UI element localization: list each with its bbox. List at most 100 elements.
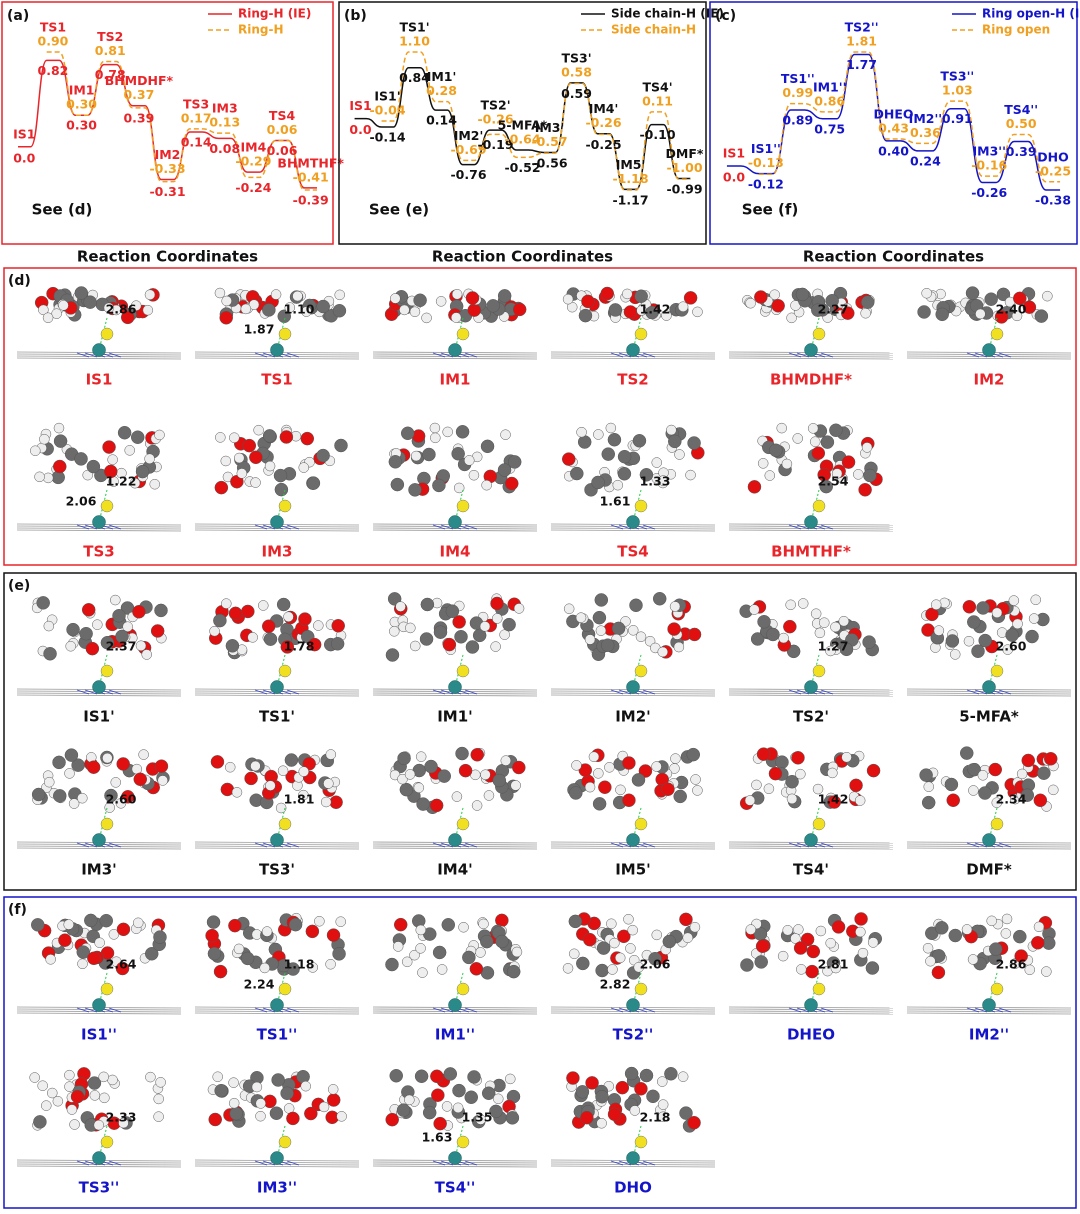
atom — [30, 445, 41, 456]
h-atom — [456, 664, 470, 678]
atom — [563, 603, 575, 615]
atom — [674, 449, 685, 460]
atom — [1013, 291, 1027, 306]
atom — [931, 965, 946, 980]
surface-n — [796, 689, 810, 695]
atom — [622, 756, 636, 770]
atom — [435, 296, 447, 307]
atom — [596, 1118, 607, 1129]
structure-label: TS2' — [793, 708, 829, 726]
alt-value: -1.00 — [666, 160, 702, 175]
surface-n — [642, 352, 656, 358]
atom — [1037, 766, 1051, 780]
ie-value: 0.06 — [267, 143, 298, 158]
atom — [395, 601, 406, 612]
atom — [64, 1069, 75, 1081]
surface-n — [254, 1007, 268, 1013]
distance-label: 1.87 — [244, 322, 275, 337]
atom — [775, 755, 789, 769]
surface-n — [610, 689, 624, 695]
state-name: TS2'' — [845, 20, 879, 35]
atom — [757, 458, 769, 469]
atom — [1033, 921, 1045, 933]
surface-n — [642, 1007, 656, 1013]
structure-label: 5-MFA* — [959, 708, 1019, 726]
surface-n — [440, 524, 454, 530]
atom — [31, 918, 45, 932]
ie-value: 0.89 — [782, 112, 813, 127]
ie-profile — [726, 53, 1061, 191]
atom — [1025, 629, 1039, 644]
atom — [807, 423, 819, 434]
atom — [83, 295, 97, 309]
atom — [786, 793, 798, 805]
atom — [946, 793, 960, 808]
metal-atom — [270, 515, 284, 529]
atom — [785, 774, 799, 789]
state-name: BHMTHF* — [277, 155, 344, 170]
surface-n — [974, 1007, 988, 1013]
atom — [416, 797, 430, 811]
atom — [240, 303, 252, 315]
atom — [607, 432, 622, 447]
atom — [155, 1077, 166, 1088]
atom — [978, 786, 992, 800]
atom — [326, 928, 341, 942]
atom — [747, 480, 762, 494]
atom — [470, 748, 484, 762]
atom — [795, 768, 806, 780]
atom — [124, 445, 135, 456]
atom — [271, 1073, 285, 1087]
atom — [994, 310, 1009, 324]
surface-n — [76, 524, 90, 530]
atom — [605, 422, 617, 434]
atom — [857, 947, 869, 959]
atom — [607, 1107, 622, 1122]
atom — [783, 619, 797, 634]
panel-frame — [3, 572, 1077, 891]
atom — [662, 934, 677, 949]
atom — [215, 432, 226, 443]
atom — [495, 934, 509, 949]
surface — [728, 694, 894, 697]
surface-n — [84, 1007, 98, 1013]
panel-frame — [1, 1, 334, 245]
alt-value: -0.04 — [369, 103, 405, 118]
atom — [102, 440, 116, 454]
alt-value: 0.11 — [642, 93, 673, 108]
atom — [454, 630, 468, 644]
atom — [478, 918, 489, 930]
atom — [611, 621, 626, 636]
alt-value: 0.58 — [561, 64, 592, 79]
h-atom — [812, 499, 826, 513]
surface-n — [262, 842, 276, 848]
atom — [288, 917, 303, 932]
alt-value: -0.33 — [149, 161, 185, 176]
atom — [154, 759, 169, 773]
surface-n — [286, 524, 300, 530]
structure-label: DMF* — [966, 861, 1012, 879]
ie-value: -1.17 — [612, 193, 648, 208]
atom — [102, 752, 113, 764]
atom — [103, 302, 115, 314]
atom — [452, 615, 466, 629]
atom — [796, 964, 807, 975]
atom — [917, 305, 931, 319]
alt-value: 0.86 — [814, 93, 845, 108]
atom — [1030, 594, 1041, 606]
metal-atom — [982, 343, 996, 357]
atom — [754, 955, 768, 969]
ie-value: -0.10 — [639, 127, 675, 142]
distance-label: 1.18 — [284, 957, 315, 972]
atom — [465, 640, 480, 654]
atom — [318, 1101, 330, 1113]
structure — [16, 1067, 182, 1168]
surface-n — [464, 689, 478, 695]
atom — [107, 454, 118, 465]
h-atom — [100, 1135, 114, 1149]
atom — [841, 751, 852, 763]
structure-label: IM2' — [615, 708, 651, 726]
atom — [513, 603, 525, 614]
atom — [766, 627, 780, 642]
surface-n — [440, 1160, 454, 1166]
